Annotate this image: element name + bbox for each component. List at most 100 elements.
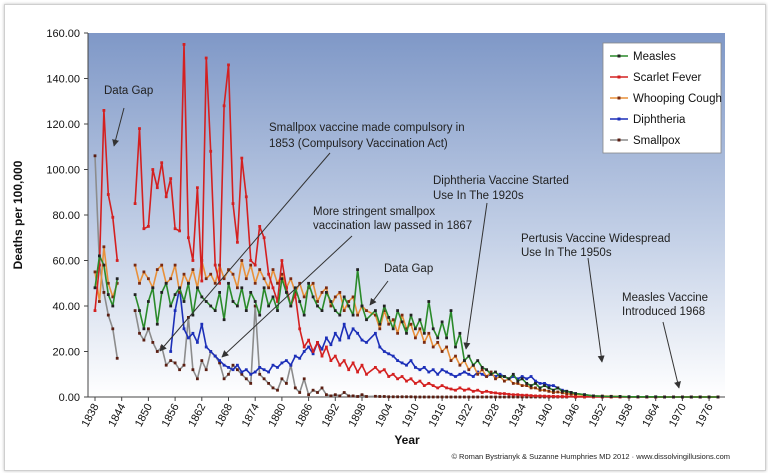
data-point: [285, 286, 288, 290]
data-point: [142, 327, 146, 331]
data-point: [187, 281, 190, 285]
data-point: [222, 363, 226, 367]
data-point: [525, 377, 529, 381]
x-tick-label: 1868: [213, 402, 235, 429]
data-point: [543, 382, 546, 385]
data-point: [329, 394, 333, 398]
data-point: [485, 395, 488, 399]
data-point: [218, 281, 221, 285]
x-tick-label: 1892: [320, 402, 342, 429]
data-point: [182, 272, 186, 276]
data-point: [276, 388, 279, 392]
data-point: [707, 395, 711, 399]
data-point: [196, 186, 199, 190]
data-point: [209, 149, 213, 153]
data-point: [240, 156, 244, 160]
data-point: [356, 370, 359, 374]
data-point: [182, 43, 186, 46]
annotation-diphtheria-1920s: Diphtheria Vaccine Started Use In The 19…: [433, 175, 572, 202]
data-point: [467, 372, 471, 376]
data-point: [169, 304, 173, 308]
data-point: [387, 352, 391, 356]
data-point: [569, 392, 573, 396]
data-point: [547, 389, 551, 393]
data-point: [400, 375, 404, 378]
arrow-diphtheria-1920s: [463, 202, 488, 350]
data-point: [467, 368, 471, 372]
data-point: [191, 368, 195, 372]
data-point: [560, 395, 564, 398]
data-point: [583, 393, 586, 397]
data-point: [396, 359, 399, 362]
data-point: [543, 388, 546, 392]
legend-label: Whooping Cough: [633, 93, 722, 105]
data-point: [333, 309, 337, 312]
data-point: [520, 384, 524, 387]
data-point: [222, 104, 226, 108]
data-point: [351, 295, 355, 299]
data-point: [262, 286, 266, 290]
data-point: [325, 291, 328, 294]
data-point: [627, 395, 631, 399]
data-point: [560, 389, 564, 393]
data-point: [436, 336, 440, 340]
data-point: [280, 259, 284, 262]
data-point: [467, 395, 471, 399]
data-point: [489, 370, 493, 374]
data-point: [543, 384, 546, 387]
data-point: [231, 368, 235, 372]
data-point: [387, 322, 391, 326]
data-point: [138, 309, 141, 312]
data-point: [365, 318, 368, 322]
data-point: [476, 372, 480, 376]
data-point: [547, 394, 551, 398]
data-point: [511, 375, 515, 378]
data-point: [236, 363, 239, 367]
data-point: [458, 372, 462, 376]
data-point: [454, 388, 457, 392]
data-point: [516, 379, 520, 383]
legend-label: Diphtheria: [633, 114, 686, 126]
data-point: [311, 295, 315, 299]
data-point: [182, 300, 186, 303]
data-point: [449, 309, 453, 312]
data-point: [271, 363, 275, 367]
data-point: [480, 391, 484, 394]
data-point: [382, 304, 386, 308]
data-point: [338, 338, 342, 342]
data-point: [360, 393, 364, 397]
data-point: [240, 370, 244, 374]
data-point: [374, 309, 377, 312]
data-point: [106, 281, 110, 285]
data-point: [258, 366, 262, 369]
data-point: [191, 259, 195, 262]
data-point: [436, 386, 440, 390]
data-point: [365, 309, 368, 312]
data-point: [391, 318, 395, 322]
data-point: [111, 295, 115, 299]
arrow-measles-1968: [662, 321, 681, 389]
data-point: [422, 395, 426, 399]
data-point: [347, 300, 351, 303]
data-point: [244, 309, 248, 312]
data-point: [204, 56, 208, 60]
data-point: [227, 372, 230, 376]
data-point: [164, 363, 168, 367]
data-point: [93, 154, 97, 158]
data-point: [133, 263, 137, 267]
y-axis-title: Deaths per 100,000: [11, 160, 25, 269]
data-point: [262, 377, 266, 381]
legend-marker: [617, 75, 621, 79]
y-tick-label: 20.00: [52, 347, 80, 359]
data-point: [485, 368, 488, 372]
data-point: [267, 304, 270, 308]
data-point: [276, 309, 279, 312]
data-point: [409, 322, 413, 326]
data-point: [227, 63, 230, 67]
data-point: [374, 366, 377, 369]
data-point: [164, 281, 168, 285]
data-point: [325, 336, 328, 340]
data-point: [463, 359, 466, 362]
data-point: [173, 309, 177, 312]
data-point: [480, 368, 484, 372]
